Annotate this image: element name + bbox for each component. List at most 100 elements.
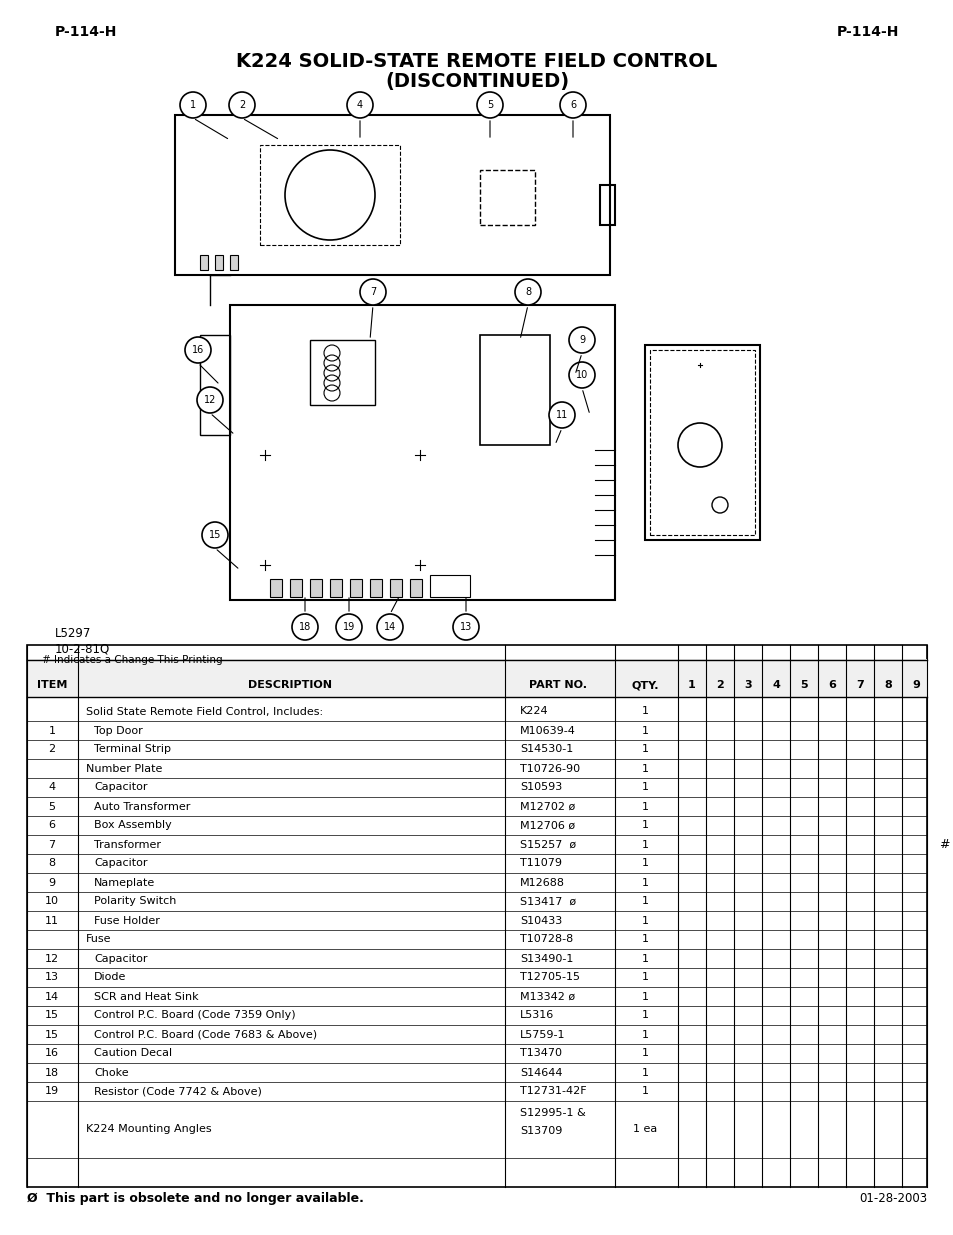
Text: 1: 1: [640, 745, 648, 755]
FancyBboxPatch shape: [370, 579, 381, 597]
Text: 1: 1: [640, 820, 648, 830]
Text: L5297
10-2-81Q: L5297 10-2-81Q: [55, 627, 111, 655]
Text: 6: 6: [569, 100, 576, 110]
Text: # Indicates a Change This Printing: # Indicates a Change This Printing: [42, 655, 222, 664]
Text: 5: 5: [49, 802, 55, 811]
Text: QTY.: QTY.: [631, 680, 659, 690]
Text: Capacitor: Capacitor: [94, 858, 148, 868]
Text: 1: 1: [640, 1049, 648, 1058]
Text: S13417  ø: S13417 ø: [519, 897, 576, 906]
Circle shape: [453, 614, 478, 640]
Text: M12702 ø: M12702 ø: [519, 802, 575, 811]
Text: 2: 2: [49, 745, 55, 755]
Text: S15257  ø: S15257 ø: [519, 840, 576, 850]
Text: 13: 13: [459, 622, 472, 632]
Text: 7: 7: [49, 840, 55, 850]
Text: 19: 19: [45, 1087, 59, 1097]
Text: 11: 11: [556, 410, 568, 420]
Text: 1: 1: [640, 725, 648, 736]
Text: SCR and Heat Sink: SCR and Heat Sink: [94, 992, 198, 1002]
FancyBboxPatch shape: [230, 254, 237, 270]
Text: 11: 11: [45, 915, 59, 925]
Text: 9: 9: [49, 878, 55, 888]
Circle shape: [229, 91, 254, 119]
Text: 4: 4: [49, 783, 55, 793]
Text: 9: 9: [911, 680, 919, 690]
Text: S14644: S14644: [519, 1067, 562, 1077]
Text: 1: 1: [640, 1030, 648, 1040]
Text: 4: 4: [771, 680, 780, 690]
Text: S14530-1: S14530-1: [519, 745, 573, 755]
Text: 5: 5: [486, 100, 493, 110]
Text: 4: 4: [356, 100, 363, 110]
Circle shape: [515, 279, 540, 305]
Text: M12688: M12688: [519, 878, 564, 888]
Text: 2: 2: [716, 680, 723, 690]
Text: 18: 18: [45, 1067, 59, 1077]
Text: 19: 19: [342, 622, 355, 632]
Text: 7: 7: [855, 680, 863, 690]
Circle shape: [568, 327, 595, 353]
Text: ITEM: ITEM: [37, 680, 67, 690]
Circle shape: [202, 522, 228, 548]
Text: 2: 2: [238, 100, 245, 110]
Text: 7: 7: [370, 287, 375, 296]
Circle shape: [559, 91, 585, 119]
FancyBboxPatch shape: [200, 254, 208, 270]
Text: Control P.C. Board (Code 7359 Only): Control P.C. Board (Code 7359 Only): [94, 1010, 295, 1020]
Text: Number Plate: Number Plate: [86, 763, 162, 773]
Text: T12731-42F: T12731-42F: [519, 1087, 586, 1097]
Text: 8: 8: [524, 287, 531, 296]
Text: 1 ea: 1 ea: [632, 1125, 657, 1135]
Text: 1: 1: [640, 992, 648, 1002]
Text: S13490-1: S13490-1: [519, 953, 573, 963]
FancyBboxPatch shape: [390, 579, 401, 597]
Text: 10: 10: [45, 897, 59, 906]
Circle shape: [185, 337, 211, 363]
Text: 1: 1: [640, 953, 648, 963]
Text: 16: 16: [192, 345, 204, 354]
Text: 18: 18: [298, 622, 311, 632]
Text: Capacitor: Capacitor: [94, 953, 148, 963]
FancyBboxPatch shape: [270, 579, 282, 597]
Text: 14: 14: [383, 622, 395, 632]
Text: 15: 15: [45, 1030, 59, 1040]
Text: 1: 1: [687, 680, 695, 690]
Text: (DISCONTINUED): (DISCONTINUED): [384, 72, 569, 91]
Text: 1: 1: [640, 783, 648, 793]
Text: Auto Transformer: Auto Transformer: [94, 802, 191, 811]
Text: P-114-H: P-114-H: [55, 25, 117, 40]
FancyBboxPatch shape: [290, 579, 302, 597]
Text: T10726-90: T10726-90: [519, 763, 579, 773]
Text: T10728-8: T10728-8: [519, 935, 573, 945]
Text: 8: 8: [883, 680, 891, 690]
Text: Polarity Switch: Polarity Switch: [94, 897, 176, 906]
Text: P-114-H: P-114-H: [836, 25, 898, 40]
Text: Diode: Diode: [94, 972, 126, 983]
Text: 12: 12: [204, 395, 216, 405]
Text: Top Door: Top Door: [94, 725, 143, 736]
Circle shape: [335, 614, 361, 640]
Circle shape: [548, 403, 575, 429]
FancyBboxPatch shape: [310, 579, 322, 597]
Text: Transformer: Transformer: [94, 840, 161, 850]
Text: 6: 6: [827, 680, 835, 690]
Text: L5316: L5316: [519, 1010, 554, 1020]
Text: 1: 1: [640, 706, 648, 716]
Text: M10639-4: M10639-4: [519, 725, 576, 736]
Text: 1: 1: [640, 972, 648, 983]
Text: Ø  This part is obsolete and no longer available.: Ø This part is obsolete and no longer av…: [27, 1192, 363, 1205]
Text: 1: 1: [640, 878, 648, 888]
Circle shape: [292, 614, 317, 640]
Text: 1: 1: [640, 763, 648, 773]
Text: 1: 1: [190, 100, 196, 110]
Text: 1: 1: [640, 840, 648, 850]
Text: M13342 ø: M13342 ø: [519, 992, 575, 1002]
Text: T11079: T11079: [519, 858, 561, 868]
Text: 1: 1: [640, 897, 648, 906]
Text: 12: 12: [45, 953, 59, 963]
Text: K224 Mounting Angles: K224 Mounting Angles: [86, 1125, 212, 1135]
Text: 1: 1: [640, 1010, 648, 1020]
Text: DESCRIPTION: DESCRIPTION: [248, 680, 332, 690]
Text: K224: K224: [519, 706, 548, 716]
